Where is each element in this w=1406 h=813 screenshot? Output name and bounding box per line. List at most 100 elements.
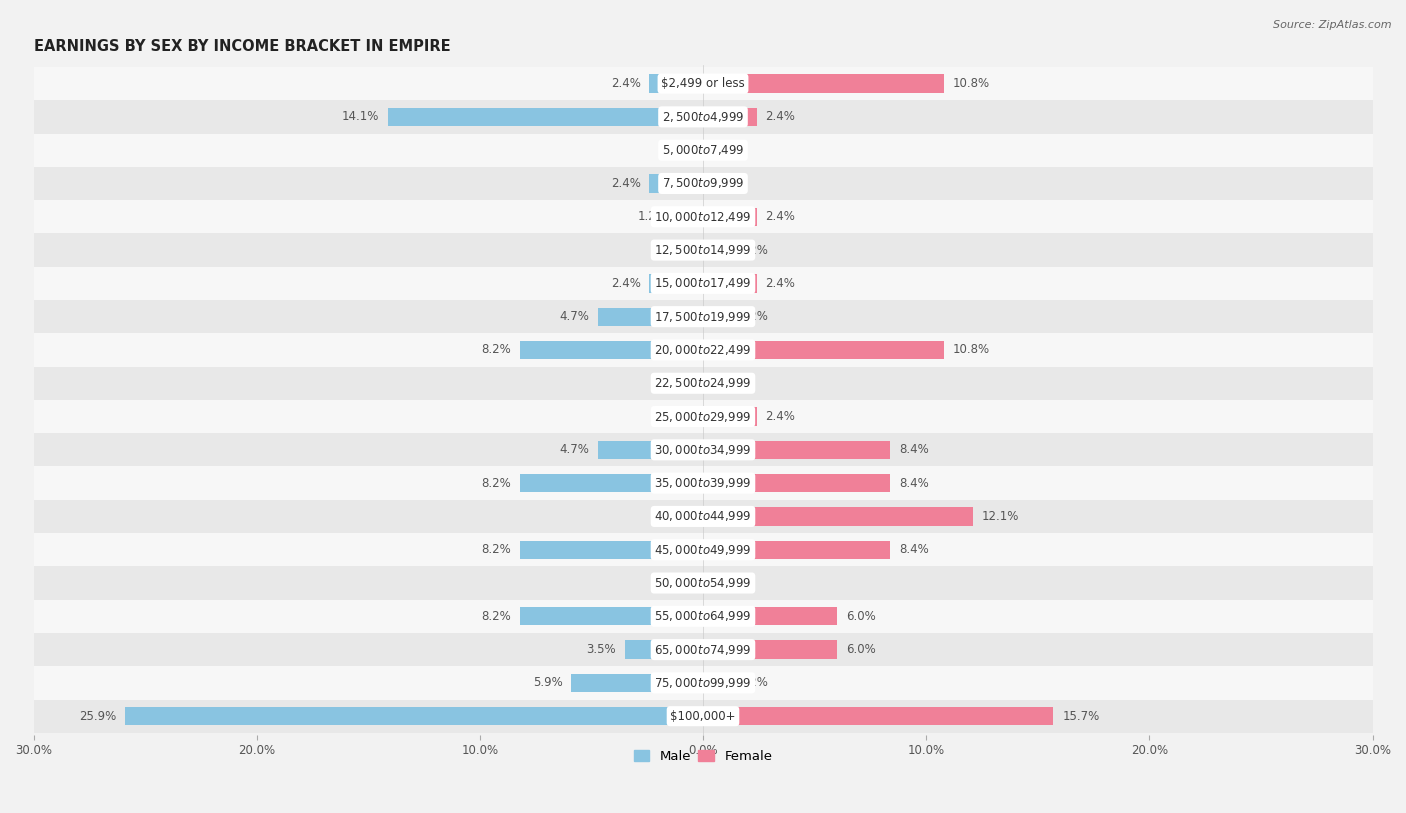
Text: 10.8%: 10.8%: [953, 77, 990, 90]
Text: 6.0%: 6.0%: [846, 610, 876, 623]
Text: 8.4%: 8.4%: [900, 443, 929, 456]
Bar: [703, 75, 943, 93]
Bar: [703, 207, 756, 226]
Text: $12,500 to $14,999: $12,500 to $14,999: [654, 243, 752, 257]
Text: $17,500 to $19,999: $17,500 to $19,999: [654, 310, 752, 324]
Text: $2,500 to $4,999: $2,500 to $4,999: [662, 110, 744, 124]
Text: $20,000 to $22,499: $20,000 to $22,499: [654, 343, 752, 357]
Bar: [34, 133, 1372, 167]
Bar: [703, 108, 756, 126]
Text: Source: ZipAtlas.com: Source: ZipAtlas.com: [1274, 20, 1392, 30]
Bar: [34, 200, 1372, 233]
Bar: [703, 341, 943, 359]
Bar: [388, 108, 703, 126]
Bar: [34, 333, 1372, 367]
Text: 0.0%: 0.0%: [711, 144, 741, 157]
Bar: [34, 67, 1372, 100]
Text: 25.9%: 25.9%: [79, 710, 117, 723]
Text: $65,000 to $74,999: $65,000 to $74,999: [654, 642, 752, 657]
Bar: [520, 474, 703, 493]
Text: 2.4%: 2.4%: [610, 277, 641, 290]
Text: 0.0%: 0.0%: [665, 510, 695, 523]
Text: 14.1%: 14.1%: [342, 111, 380, 124]
Bar: [34, 167, 1372, 200]
Text: $22,500 to $24,999: $22,500 to $24,999: [654, 376, 752, 390]
Bar: [125, 707, 703, 725]
Text: 2.4%: 2.4%: [765, 410, 796, 423]
Bar: [624, 641, 703, 659]
Text: 6.0%: 6.0%: [846, 643, 876, 656]
Text: 15.7%: 15.7%: [1063, 710, 1099, 723]
Text: $2,499 or less: $2,499 or less: [661, 77, 745, 90]
Text: 0.0%: 0.0%: [665, 410, 695, 423]
Bar: [703, 241, 730, 259]
Bar: [34, 500, 1372, 533]
Bar: [34, 667, 1372, 699]
Text: $40,000 to $44,999: $40,000 to $44,999: [654, 510, 752, 524]
Text: $50,000 to $54,999: $50,000 to $54,999: [654, 576, 752, 590]
Text: 3.5%: 3.5%: [586, 643, 616, 656]
Bar: [598, 441, 703, 459]
Bar: [650, 75, 703, 93]
Bar: [34, 300, 1372, 333]
Text: $15,000 to $17,499: $15,000 to $17,499: [654, 276, 752, 290]
Bar: [650, 174, 703, 193]
Bar: [34, 400, 1372, 433]
Bar: [703, 541, 890, 559]
Text: 8.4%: 8.4%: [900, 543, 929, 556]
Text: 8.4%: 8.4%: [900, 476, 929, 489]
Text: 2.4%: 2.4%: [610, 177, 641, 190]
Text: 5.9%: 5.9%: [533, 676, 562, 689]
Text: 4.7%: 4.7%: [560, 310, 589, 323]
Text: 12.1%: 12.1%: [981, 510, 1019, 523]
Text: 1.2%: 1.2%: [637, 211, 668, 224]
Bar: [703, 307, 730, 326]
Legend: Male, Female: Male, Female: [628, 745, 778, 768]
Text: 2.4%: 2.4%: [765, 277, 796, 290]
Text: $25,000 to $29,999: $25,000 to $29,999: [654, 410, 752, 424]
Bar: [34, 233, 1372, 267]
Bar: [520, 541, 703, 559]
Bar: [34, 533, 1372, 567]
Bar: [571, 674, 703, 692]
Bar: [703, 641, 837, 659]
Text: 0.0%: 0.0%: [711, 177, 741, 190]
Text: 8.2%: 8.2%: [481, 476, 510, 489]
Bar: [703, 674, 730, 692]
Text: 0.0%: 0.0%: [665, 144, 695, 157]
Text: 8.2%: 8.2%: [481, 343, 510, 356]
Text: $100,000+: $100,000+: [671, 710, 735, 723]
Bar: [703, 507, 973, 525]
Bar: [703, 474, 890, 493]
Text: EARNINGS BY SEX BY INCOME BRACKET IN EMPIRE: EARNINGS BY SEX BY INCOME BRACKET IN EMP…: [34, 39, 450, 54]
Text: 10.8%: 10.8%: [953, 343, 990, 356]
Bar: [676, 207, 703, 226]
Text: 0.0%: 0.0%: [711, 576, 741, 589]
Text: 8.2%: 8.2%: [481, 543, 510, 556]
Bar: [34, 699, 1372, 733]
Bar: [703, 407, 756, 426]
Bar: [598, 307, 703, 326]
Bar: [703, 441, 890, 459]
Text: $45,000 to $49,999: $45,000 to $49,999: [654, 543, 752, 557]
Text: $10,000 to $12,499: $10,000 to $12,499: [654, 210, 752, 224]
Bar: [703, 607, 837, 625]
Bar: [34, 433, 1372, 467]
Bar: [703, 274, 756, 293]
Text: 2.4%: 2.4%: [610, 77, 641, 90]
Bar: [34, 367, 1372, 400]
Text: 4.7%: 4.7%: [560, 443, 589, 456]
Bar: [520, 607, 703, 625]
Bar: [34, 567, 1372, 600]
Text: 0.0%: 0.0%: [711, 376, 741, 389]
Text: 0.0%: 0.0%: [665, 244, 695, 257]
Text: $55,000 to $64,999: $55,000 to $64,999: [654, 609, 752, 624]
Text: $7,500 to $9,999: $7,500 to $9,999: [662, 176, 744, 190]
Text: 1.2%: 1.2%: [738, 244, 769, 257]
Bar: [34, 100, 1372, 133]
Text: 1.2%: 1.2%: [738, 676, 769, 689]
Text: $75,000 to $99,999: $75,000 to $99,999: [654, 676, 752, 690]
Text: 2.4%: 2.4%: [765, 111, 796, 124]
Bar: [520, 341, 703, 359]
Bar: [650, 274, 703, 293]
